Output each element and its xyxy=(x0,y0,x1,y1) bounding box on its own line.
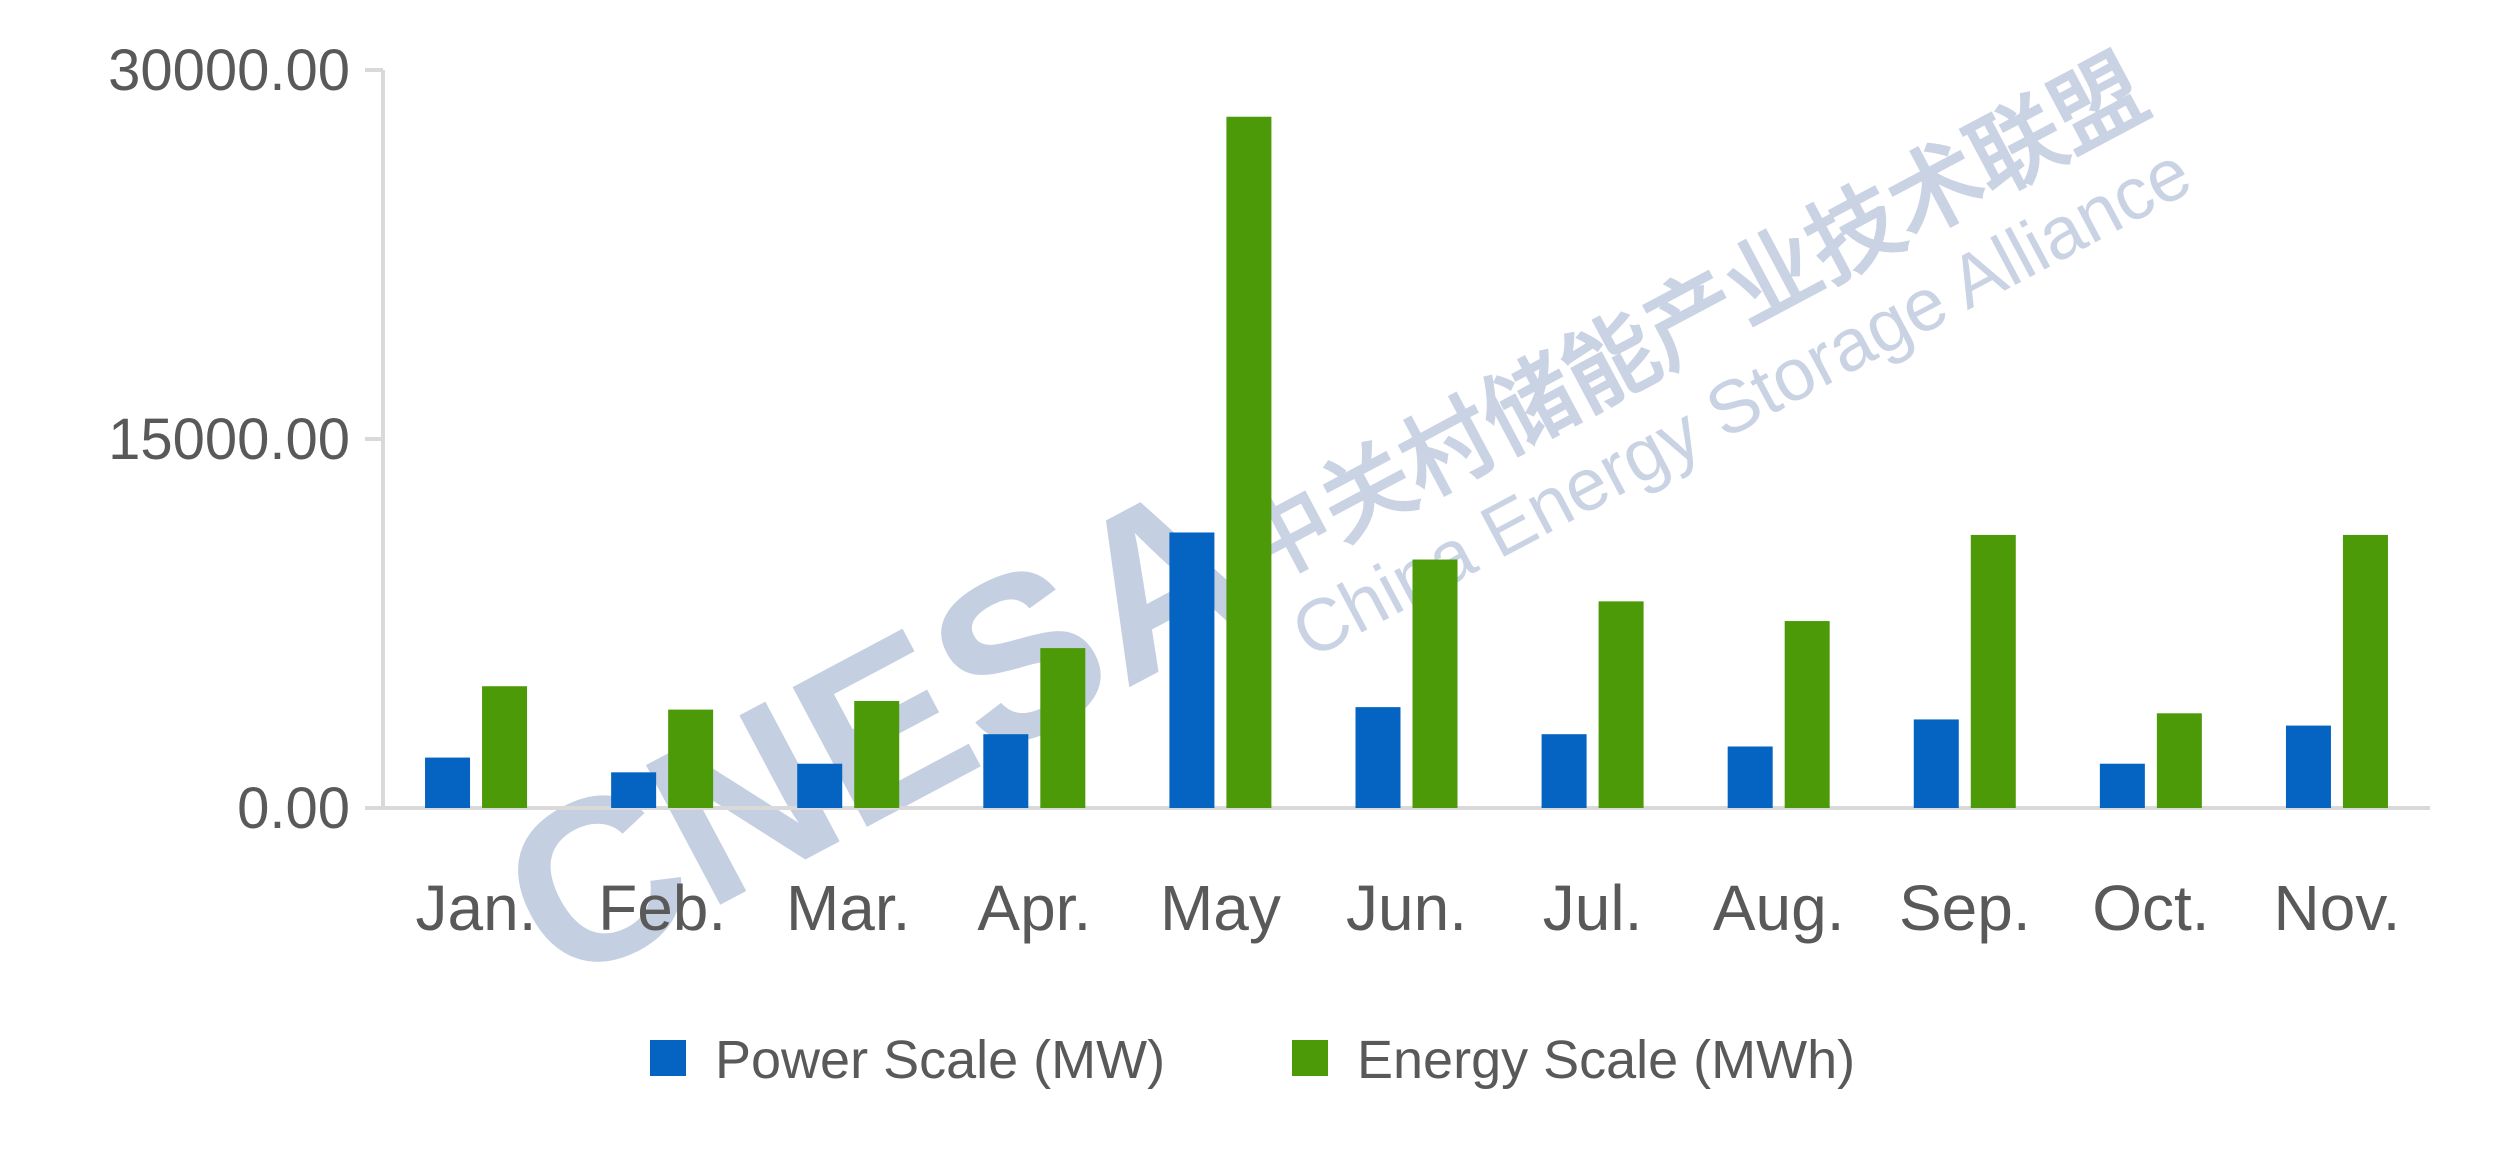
x-tick-label: Oct. xyxy=(2092,872,2209,944)
x-tick-label: Feb. xyxy=(598,872,726,944)
x-tick-label: Jun. xyxy=(1346,872,1467,944)
bar-power-1 xyxy=(611,772,657,808)
x-tick-label: Nov. xyxy=(2274,872,2401,944)
bar-energy-0 xyxy=(482,686,528,808)
bar-energy-8 xyxy=(1970,534,2016,808)
bar-energy-2 xyxy=(854,700,900,808)
x-tick-label: Apr. xyxy=(977,872,1091,944)
bar-power-9 xyxy=(2099,763,2145,808)
bars xyxy=(425,116,2388,809)
x-tick-label: Jul. xyxy=(1543,872,1643,944)
bar-energy-9 xyxy=(2156,713,2202,808)
y-tick-label: 0.00 xyxy=(237,776,350,841)
legend-label: Power Scale (MW) xyxy=(715,1030,1165,1090)
bar-power-10 xyxy=(2285,725,2331,808)
bar-energy-3 xyxy=(1040,648,1086,808)
legend-swatch xyxy=(650,1040,686,1076)
watermark-chinese: 中关村储能产业技术联盟 xyxy=(1220,35,2164,605)
bar-energy-10 xyxy=(2342,534,2388,808)
x-tick-label: Jan. xyxy=(416,872,537,944)
bar-power-3 xyxy=(983,734,1029,808)
x-tick-label: Sep. xyxy=(1899,872,2031,944)
bar-energy-7 xyxy=(1784,621,1830,808)
bar-power-5 xyxy=(1355,707,1401,808)
x-labels: Jan. Feb. Mar. Apr. May Jun. Jul. Aug. Sep. Oct. N… xyxy=(416,872,2401,944)
legend-label: Energy Scale (MWh) xyxy=(1357,1030,1855,1090)
legend-swatch xyxy=(1292,1040,1328,1076)
x-tick-label: Mar. xyxy=(786,872,910,944)
bar-power-7 xyxy=(1727,746,1773,808)
bar-power-6 xyxy=(1541,734,1587,808)
legend: Power Scale (MW) Energy Scale (MWh) xyxy=(650,1030,1855,1090)
y-ticks: 0.00 15000.00 30000.00 xyxy=(108,38,383,841)
y-tick-label: 30000.00 xyxy=(108,38,350,103)
bar-power-8 xyxy=(1913,719,1959,808)
x-tick-label: Aug. xyxy=(1713,872,1845,944)
y-tick-label: 15000.00 xyxy=(108,407,350,472)
bar-power-2 xyxy=(797,763,843,808)
bar-energy-1 xyxy=(668,709,714,808)
bar-energy-4 xyxy=(1226,116,1272,809)
bar-energy-5 xyxy=(1412,559,1458,808)
bar-energy-6 xyxy=(1598,601,1644,808)
bar-power-0 xyxy=(425,757,471,808)
x-tick-label: May xyxy=(1160,872,1281,944)
bar-power-4 xyxy=(1169,532,1215,808)
